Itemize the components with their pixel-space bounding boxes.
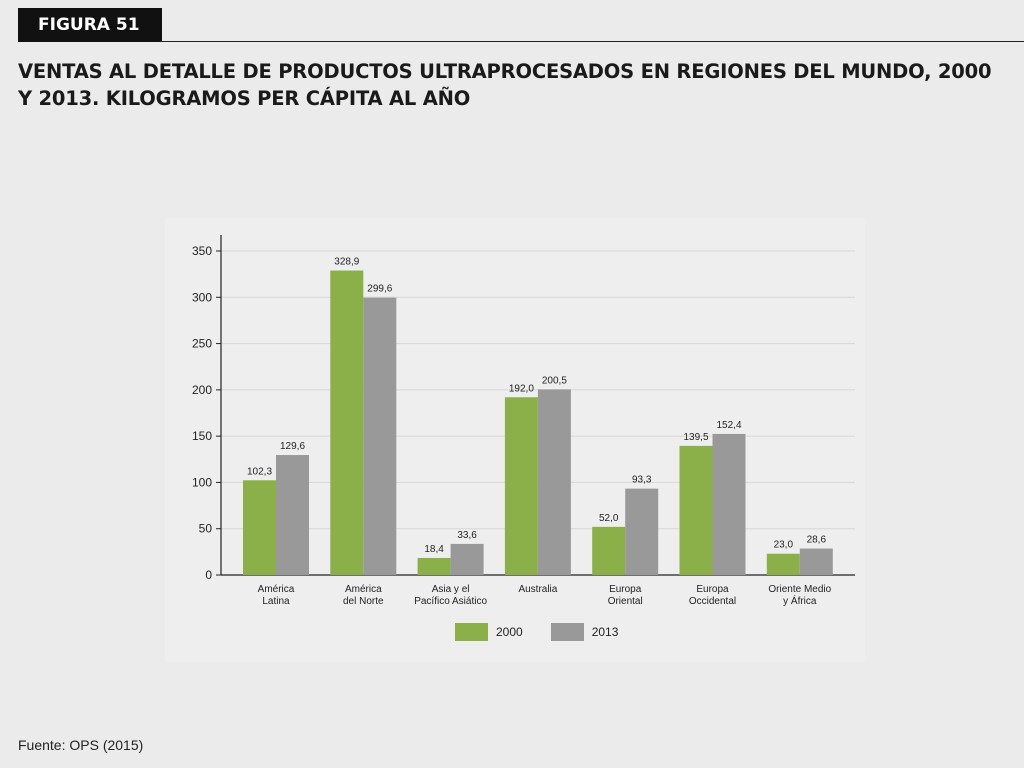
- legend-swatch-2013: [550, 623, 584, 641]
- bar-2000: [417, 557, 451, 575]
- legend-label-2013: 2013: [591, 625, 619, 639]
- bar-2000: [504, 397, 538, 575]
- legend: 2000 2013: [455, 622, 646, 642]
- data-label: 192,0: [509, 383, 534, 394]
- figure-label: FIGURA 51: [18, 8, 162, 42]
- bar-2013: [712, 433, 746, 575]
- x-tick-label: Asia y el: [432, 584, 470, 595]
- bar-2013: [537, 389, 571, 575]
- data-label: 129,6: [280, 441, 305, 452]
- chart-title: VENTAS AL DETALLE DE PRODUCTOS ULTRAPROC…: [18, 58, 1024, 112]
- data-label: 23,0: [774, 540, 794, 551]
- data-label: 28,6: [807, 535, 827, 546]
- bar-2000: [243, 480, 276, 575]
- x-tick-label: Oriental: [608, 596, 643, 607]
- bar-2000: [592, 526, 626, 575]
- x-tick-label: Australia: [518, 584, 557, 595]
- y-tick-label: 350: [192, 244, 212, 258]
- y-tick-label: 100: [192, 475, 212, 489]
- bar-chart: 050100150200250300350102,3129,6AméricaLa…: [192, 235, 855, 607]
- chart-title-line-1: VENTAS AL DETALLE DE PRODUCTOS ULTRAPROC…: [18, 60, 992, 83]
- data-label: 328,9: [334, 257, 359, 268]
- bar-2013: [276, 455, 309, 575]
- bar-2000: [679, 445, 713, 575]
- legend-item-2013: 2013: [550, 623, 619, 641]
- data-label: 139,5: [683, 432, 708, 443]
- data-label: 102,3: [247, 466, 272, 477]
- x-tick-label: Occidental: [689, 596, 736, 607]
- bar-2013: [363, 297, 397, 575]
- bar-2013: [450, 543, 484, 575]
- data-label: 52,0: [599, 513, 619, 524]
- legend-label-2000: 2000: [496, 625, 523, 639]
- y-tick-label: 0: [205, 568, 212, 582]
- data-label: 200,5: [542, 375, 567, 386]
- bar-2013: [799, 548, 833, 575]
- x-tick-label: Europa: [696, 584, 729, 595]
- legend-item-2000: 2000: [455, 623, 523, 641]
- y-tick-label: 300: [192, 290, 212, 304]
- header-rule: [160, 41, 1024, 42]
- data-label: 152,4: [716, 420, 741, 431]
- y-tick-label: 50: [199, 522, 213, 536]
- x-tick-label: Europa: [609, 584, 642, 595]
- data-label: 299,6: [367, 284, 392, 295]
- x-tick-label: Oriente Medio: [768, 584, 831, 595]
- y-tick-label: 150: [192, 429, 212, 443]
- data-label: 93,3: [632, 475, 652, 486]
- x-tick-label: y África: [783, 594, 817, 607]
- x-tick-label: Latina: [262, 596, 290, 607]
- data-label: 18,4: [424, 544, 444, 555]
- x-tick-label: América: [345, 584, 382, 595]
- chart-panel: 0 50 100 150 200 250 300 350 102,3 129,6 América La…: [165, 218, 865, 662]
- data-label: 33,6: [457, 530, 477, 541]
- source-note: Fuente: OPS (2015): [18, 737, 144, 753]
- x-tick-label: Pacífico Asiático: [414, 596, 487, 607]
- x-tick-label: del Norte: [343, 596, 384, 607]
- y-tick-label: 250: [192, 337, 212, 351]
- bar-2000: [330, 270, 364, 575]
- chart-title-line-2: Y 2013. KILOGRAMOS PER CÁPITA AL AÑO: [18, 87, 471, 110]
- legend-swatch-2000: [455, 623, 488, 641]
- y-tick-label: 200: [192, 383, 212, 397]
- bar-2000: [766, 553, 800, 575]
- x-tick-label: América: [258, 584, 295, 595]
- bar-2013: [625, 488, 659, 575]
